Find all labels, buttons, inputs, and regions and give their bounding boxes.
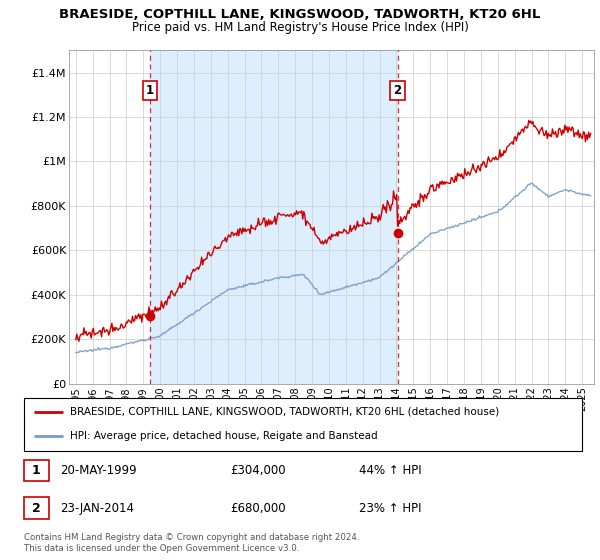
Text: £304,000: £304,000 — [230, 464, 286, 477]
Text: £680,000: £680,000 — [230, 502, 286, 515]
Text: 20-MAY-1999: 20-MAY-1999 — [60, 464, 137, 477]
FancyBboxPatch shape — [24, 497, 49, 519]
FancyBboxPatch shape — [24, 398, 582, 451]
Text: 23-JAN-2014: 23-JAN-2014 — [60, 502, 134, 515]
Text: 2: 2 — [32, 502, 41, 515]
Text: 23% ↑ HPI: 23% ↑ HPI — [359, 502, 421, 515]
Bar — [149, 50, 398, 384]
Text: Contains HM Land Registry data © Crown copyright and database right 2024.
This d: Contains HM Land Registry data © Crown c… — [24, 533, 359, 553]
Text: BRAESIDE, COPTHILL LANE, KINGSWOOD, TADWORTH, KT20 6HL (detached house): BRAESIDE, COPTHILL LANE, KINGSWOOD, TADW… — [70, 407, 499, 417]
Text: 2: 2 — [394, 84, 401, 97]
Text: 1: 1 — [146, 84, 154, 97]
FancyBboxPatch shape — [24, 460, 49, 481]
Text: HPI: Average price, detached house, Reigate and Banstead: HPI: Average price, detached house, Reig… — [70, 431, 377, 441]
Text: 44% ↑ HPI: 44% ↑ HPI — [359, 464, 421, 477]
Text: Price paid vs. HM Land Registry's House Price Index (HPI): Price paid vs. HM Land Registry's House … — [131, 21, 469, 34]
Text: 1: 1 — [32, 464, 41, 477]
Text: BRAESIDE, COPTHILL LANE, KINGSWOOD, TADWORTH, KT20 6HL: BRAESIDE, COPTHILL LANE, KINGSWOOD, TADW… — [59, 8, 541, 21]
